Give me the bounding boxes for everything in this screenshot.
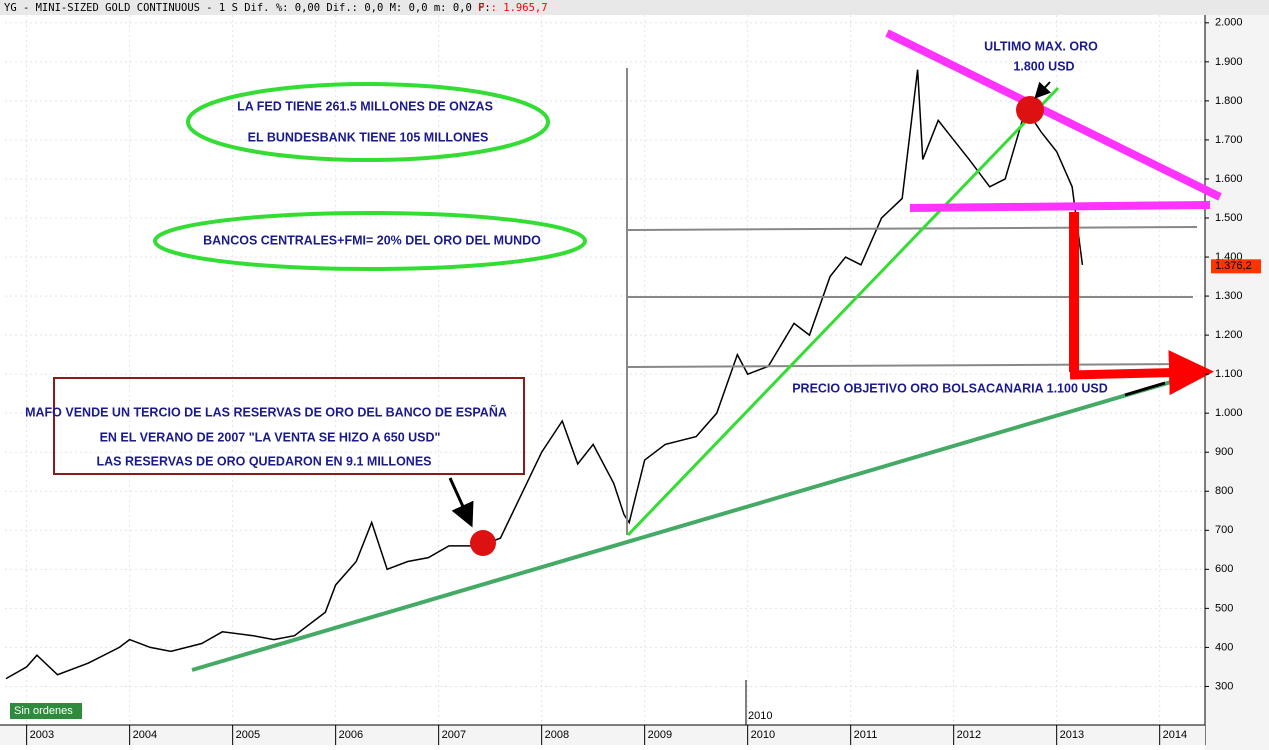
annotation: EL BUNDESBANK TIENE 105 MILLONES	[248, 130, 489, 144]
x-tick-label: 2007	[442, 729, 466, 741]
arrow	[1034, 81, 1052, 99]
y-tick-label: 1.900	[1215, 56, 1243, 68]
y-tick-label: 800	[1215, 485, 1233, 497]
y-tick-label: 400	[1215, 641, 1233, 653]
annotation: MAFO VENDE UN TERCIO DE LAS RESERVAS DE …	[25, 404, 507, 419]
x-tick-label: 2004	[133, 729, 157, 741]
x-tick-label: 2009	[648, 729, 672, 741]
y-axis-panel	[1205, 15, 1269, 750]
series-layer	[5, 69, 1084, 680]
x-tick-label: 2012	[957, 729, 981, 741]
note-box	[53, 377, 525, 475]
y-tick-label: 500	[1215, 602, 1233, 614]
trend-line	[626, 86, 1060, 537]
x-tick-label: 2010	[751, 729, 775, 741]
y-tick-label: 2.000	[1215, 17, 1243, 29]
y-tick-label: 1.100	[1215, 368, 1243, 380]
guide-line	[626, 226, 1198, 231]
x-tick-label: 2005	[236, 729, 260, 741]
y-tick-label: 1.200	[1215, 329, 1243, 341]
y-tick-label: 600	[1215, 563, 1233, 575]
x-axis-panel	[0, 725, 1205, 745]
price-line	[5, 69, 1084, 680]
annotation: ULTIMO MAX. ORO	[984, 39, 1098, 53]
header-bar	[0, 0, 1269, 15]
orders-button-label[interactable]: Sin ordenes	[14, 705, 73, 717]
x-tick-label: 2013	[1060, 729, 1084, 741]
y-tick-label: 1.500	[1215, 212, 1243, 224]
annotation: BANCOS CENTRALES+FMI= 20% DEL ORO DEL MU…	[203, 233, 541, 247]
y-tick-label: 900	[1215, 446, 1233, 458]
mark-line	[1124, 381, 1166, 397]
note-ellipse	[186, 82, 550, 162]
target-arrow	[1069, 350, 1214, 396]
x-tick-label: 2006	[339, 729, 363, 741]
annotation: LA FED TIENE 261.5 MILLONES DE ONZAS	[237, 99, 493, 113]
x-tick-label: 2008	[545, 729, 569, 741]
annotation: 1.800 USD	[1013, 59, 1074, 73]
y-tick-label: 1.800	[1215, 95, 1243, 107]
last-price-label: 1.376,2	[1215, 260, 1252, 272]
trend-line	[191, 370, 1206, 672]
header-title: YG - MINI-SIZED GOLD CONTINUOUS - 1 S Di…	[4, 2, 491, 14]
annotation: EN EL VERANO DE 2007 "LA VENTA SE HIZO A…	[100, 430, 441, 444]
note-ellipse	[153, 211, 587, 271]
x-tick-label: 2003	[30, 729, 54, 741]
x-tick-label: 2011	[854, 729, 878, 741]
y-tick-label: 1.300	[1215, 290, 1243, 302]
y-tick-label: 1.700	[1215, 134, 1243, 146]
year-marker: 2010	[748, 710, 772, 722]
y-tick-label: 1.600	[1215, 173, 1243, 185]
y-tick-label: 700	[1215, 524, 1233, 536]
annotation: PRECIO OBJETIVO ORO BOLSACANARIA 1.100 U…	[792, 381, 1108, 395]
header-price: P : 1.965,7	[478, 2, 548, 14]
y-tick-label: 300	[1215, 680, 1233, 692]
orders-button[interactable]	[10, 703, 82, 719]
guide-line	[626, 363, 1196, 368]
last-price-box	[1211, 259, 1261, 274]
support-line	[909, 201, 1211, 212]
x-tick-label: 2014	[1163, 729, 1187, 741]
highlight-circle	[470, 530, 496, 556]
annotation: LAS RESERVAS DE ORO QUEDARON EN 9.1 MILL…	[96, 454, 431, 468]
arrow	[448, 477, 474, 528]
resistance-line	[885, 29, 1222, 201]
highlight-circle	[1016, 96, 1044, 124]
y-tick-label: 1.000	[1215, 407, 1243, 419]
